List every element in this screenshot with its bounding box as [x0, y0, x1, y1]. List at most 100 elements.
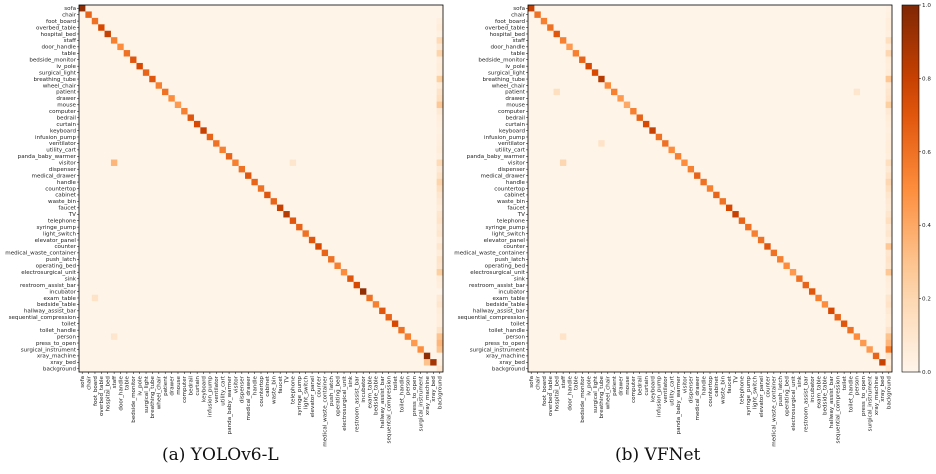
cell-push_latch-iv_pole: [136, 256, 144, 263]
cell-infusion_pump-hospital_bed: [104, 133, 112, 141]
cell-dispenser-TV: [732, 165, 740, 173]
cell-medical_waste_container-person: [404, 249, 412, 257]
cell-surgical_light-cabinet: [713, 69, 720, 77]
cell-mouse-TV: [732, 101, 740, 109]
cell-toilet_handle-mouse: [174, 326, 182, 334]
cell-drawer-sink: [347, 95, 354, 102]
cell-drawer-person: [404, 95, 412, 102]
cell-overbed_table-visitor: [232, 24, 239, 32]
cell-hallway_assist_bar-dispenser: [238, 307, 246, 315]
cell-mouse-medical_waste_container: [321, 101, 329, 109]
cell-panda_baby_warmer-electrosurgical_unit: [340, 153, 348, 160]
cell-computer-counter: [315, 108, 322, 115]
cell-chair-waste_bin: [270, 11, 278, 19]
cell-background-surgical_instrument: [417, 365, 425, 373]
cell-bedrail-restroom_assist_bar: [802, 114, 810, 122]
cell-bedside_monitor-keyboard: [649, 56, 657, 64]
cell-drawer-surgical_light: [142, 95, 150, 102]
cell-exam_table-faucet: [276, 294, 284, 302]
y-tick-label: foot_board: [46, 19, 76, 25]
cell-sofa-bedrail: [636, 5, 644, 12]
cell-light_switch-medical_waste_container: [321, 230, 329, 238]
cell-table-foot_board: [91, 50, 99, 57]
cell-xray_machine-wheel_chair: [155, 352, 163, 360]
cell-faucet-iv_pole: [136, 204, 144, 212]
cell-sofa-door_handle: [117, 5, 125, 12]
cell-patient-person: [404, 88, 412, 96]
cell-staff-exam_table: [366, 37, 374, 44]
cell-bedside_monitor-handle: [700, 56, 708, 64]
cell-wheel_chair-keyboard: [649, 82, 657, 89]
cell-sofa-bedside_monitor: [130, 5, 137, 12]
y-tick-label: light_switch: [43, 231, 77, 237]
cell-infusion_pump-door_handle: [566, 133, 574, 141]
cell-background-table: [123, 365, 131, 373]
cell-curtain-door_handle: [566, 120, 574, 128]
cell-toilet_handle-syringe_pump: [296, 326, 303, 334]
cell-patient-countertop: [257, 88, 265, 96]
cell-chair-restroom_assist_bar: [353, 11, 361, 19]
cell-visitor-person: [853, 159, 861, 167]
cell-utility_cart-ventilator: [213, 146, 220, 154]
cell-breathing_tube-TV: [732, 75, 740, 83]
cell-mouse-counter: [315, 101, 322, 109]
cell-background-exam_table: [366, 365, 374, 373]
cell-panda_baby_warmer-operating_bed: [783, 153, 791, 160]
cell-surgical_light-wheel_chair: [604, 69, 612, 77]
cell-toilet-counter: [315, 320, 322, 328]
x-tick-label: curtain: [195, 376, 201, 396]
cell-utility_cart-syringe_pump: [296, 146, 303, 154]
cell-chair-surgical_instrument: [866, 11, 874, 19]
cell-xray_bed-syringe_pump: [296, 359, 303, 366]
cell-iv_pole-light_switch: [302, 62, 310, 70]
cell-iv_pole-sink: [347, 62, 354, 70]
cell-exam_table-electrosurgical_unit: [340, 294, 348, 302]
cell-door_handle-cabinet: [713, 43, 720, 51]
cell-exam_table-overbed_table: [98, 294, 105, 302]
cell-ventilator-computer: [181, 140, 188, 147]
cell-sequential_compression-staff: [110, 314, 118, 321]
cell-keyboard-ventilator: [213, 127, 220, 135]
cell-wheel_chair-dispenser: [687, 82, 695, 89]
cell-foot_board-electrosurgical_unit: [789, 17, 797, 25]
cell-panda_baby_warmer-xray_bed: [879, 153, 886, 160]
cell-overbed_table-toilet: [840, 24, 848, 32]
cell-infusion_pump-xray_machine: [423, 133, 431, 141]
cell-computer-iv_pole: [136, 108, 144, 115]
cell-medical_drawer-iv_pole: [585, 172, 593, 180]
cell-computer-syringe_pump: [296, 108, 303, 115]
cell-infusion_pump-surgical_light: [142, 133, 150, 141]
cell-person-electrosurgical_unit: [340, 333, 348, 341]
cell-drawer-panda_baby_warmer: [225, 95, 233, 102]
cell-drawer-sofa: [528, 95, 535, 102]
cell-chair-toilet: [391, 11, 399, 19]
cell-surgical_instrument-waste_bin: [270, 346, 278, 353]
cell-infusion_pump-xray_bed: [879, 133, 886, 141]
cell-hospital_bed-breathing_tube: [149, 30, 156, 38]
cell-keyboard-xray_bed: [879, 127, 886, 135]
cell-xray_machine-bedside_monitor: [130, 352, 137, 360]
cell-patient-drawer: [168, 88, 176, 96]
cell-electrosurgical_unit-staff: [110, 268, 118, 276]
cell-medical_drawer-surgical_light: [591, 172, 599, 180]
cell-patient-foot_board: [91, 88, 99, 96]
cell-breathing_tube-sequential_compression: [834, 75, 842, 83]
cell-mouse-curtain: [642, 101, 650, 109]
cell-ventilator-person: [853, 140, 861, 147]
cell-surgical_instrument-staff: [110, 346, 118, 353]
cell-waste_bin-sequential_compression: [385, 198, 393, 205]
cell-table-breathing_tube: [598, 50, 605, 57]
cell-sofa-surgical_instrument: [417, 5, 425, 12]
cell-exam_table-exam_table: [366, 294, 374, 302]
cell-drawer-wheel_chair: [155, 95, 163, 102]
cell-hospital_bed-mouse: [174, 30, 182, 38]
cell-staff-telephone: [738, 37, 746, 44]
cell-incubator-drawer: [168, 288, 176, 296]
cell-hospital_bed-medical_waste_container: [770, 30, 778, 38]
cell-iv_pole-xray_bed: [879, 62, 886, 70]
cell-toilet_handle-handle: [251, 326, 259, 334]
cell-bedrail-curtain: [642, 114, 650, 122]
cell-surgical_instrument-curtain: [193, 346, 201, 353]
cell-restroom_assist_bar-electrosurgical_unit: [340, 281, 348, 289]
cell-incubator-hospital_bed: [104, 288, 112, 296]
